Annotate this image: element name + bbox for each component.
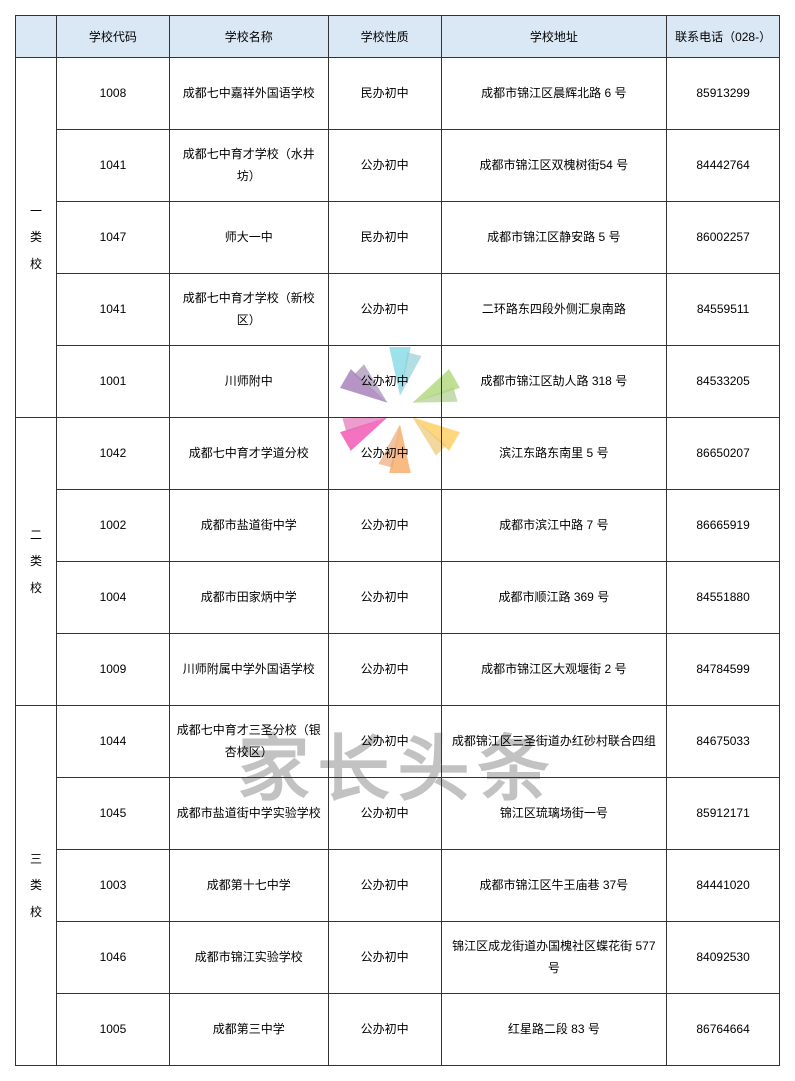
school-address: 红星路二段 83 号 bbox=[441, 994, 667, 1066]
table-row: 1005成都第三中学公办初中红星路二段 83 号86764664 bbox=[16, 994, 780, 1066]
category-cell: 三类校 bbox=[16, 706, 57, 1066]
table-row: 二类校1042成都七中育才学道分校公办初中滨江东路东南里 5 号86650207 bbox=[16, 418, 780, 490]
school-code: 1042 bbox=[57, 418, 170, 490]
school-name: 成都第十七中学 bbox=[169, 850, 328, 922]
school-phone: 86650207 bbox=[667, 418, 780, 490]
school-phone: 84675033 bbox=[667, 706, 780, 778]
school-address: 成都市滨江中路 7 号 bbox=[441, 490, 667, 562]
school-phone: 84442764 bbox=[667, 130, 780, 202]
school-name: 成都第三中学 bbox=[169, 994, 328, 1066]
school-name: 成都七中育才学校（新校区） bbox=[169, 274, 328, 346]
school-type: 公办初中 bbox=[328, 130, 441, 202]
category-label: 三类校 bbox=[20, 846, 52, 925]
school-address: 成都市锦江区劼人路 318 号 bbox=[441, 346, 667, 418]
school-address: 锦江区琉璃场街一号 bbox=[441, 778, 667, 850]
header-code: 学校代码 bbox=[57, 16, 170, 58]
school-code: 1041 bbox=[57, 274, 170, 346]
table-row: 1003成都第十七中学公办初中成都市锦江区牛王庙巷 37号84441020 bbox=[16, 850, 780, 922]
school-type: 公办初中 bbox=[328, 922, 441, 994]
school-name: 成都七中育才学校（水井坊） bbox=[169, 130, 328, 202]
school-name: 成都市盐道街中学实验学校 bbox=[169, 778, 328, 850]
category-cell: 一类校 bbox=[16, 58, 57, 418]
school-type: 公办初中 bbox=[328, 706, 441, 778]
school-type: 公办初中 bbox=[328, 346, 441, 418]
school-type: 公办初中 bbox=[328, 850, 441, 922]
school-code: 1008 bbox=[57, 58, 170, 130]
school-phone: 85912171 bbox=[667, 778, 780, 850]
table-row: 三类校1044成都七中育才三圣分校（银杏校区）公办初中成都锦江区三圣街道办红砂村… bbox=[16, 706, 780, 778]
school-name: 成都市盐道街中学 bbox=[169, 490, 328, 562]
header-category bbox=[16, 16, 57, 58]
school-address: 成都市锦江区大观堰街 2 号 bbox=[441, 634, 667, 706]
school-phone: 86665919 bbox=[667, 490, 780, 562]
table-header-row: 学校代码 学校名称 学校性质 学校地址 联系电话（028-） bbox=[16, 16, 780, 58]
school-name: 师大一中 bbox=[169, 202, 328, 274]
school-type: 民办初中 bbox=[328, 202, 441, 274]
school-phone: 86764664 bbox=[667, 994, 780, 1066]
school-address: 成都市锦江区晨辉北路 6 号 bbox=[441, 58, 667, 130]
schools-table: 学校代码 学校名称 学校性质 学校地址 联系电话（028-） 一类校1008成都… bbox=[15, 15, 780, 1066]
school-phone: 84533205 bbox=[667, 346, 780, 418]
school-code: 1044 bbox=[57, 706, 170, 778]
school-code: 1005 bbox=[57, 994, 170, 1066]
school-phone: 84092530 bbox=[667, 922, 780, 994]
school-code: 1046 bbox=[57, 922, 170, 994]
school-phone: 85913299 bbox=[667, 58, 780, 130]
school-code: 1002 bbox=[57, 490, 170, 562]
school-name: 川师附中 bbox=[169, 346, 328, 418]
table-row: 1002成都市盐道街中学公办初中成都市滨江中路 7 号86665919 bbox=[16, 490, 780, 562]
school-code: 1041 bbox=[57, 130, 170, 202]
school-type: 公办初中 bbox=[328, 274, 441, 346]
school-address: 成都市顺江路 369 号 bbox=[441, 562, 667, 634]
header-name: 学校名称 bbox=[169, 16, 328, 58]
school-name: 成都七中育才学道分校 bbox=[169, 418, 328, 490]
header-phone: 联系电话（028-） bbox=[667, 16, 780, 58]
school-code: 1009 bbox=[57, 634, 170, 706]
school-code: 1004 bbox=[57, 562, 170, 634]
school-code: 1047 bbox=[57, 202, 170, 274]
table-row: 1041成都七中育才学校（新校区）公办初中二环路东四段外侧汇泉南路8455951… bbox=[16, 274, 780, 346]
category-label: 一类校 bbox=[20, 198, 52, 277]
school-type: 公办初中 bbox=[328, 490, 441, 562]
school-address: 滨江东路东南里 5 号 bbox=[441, 418, 667, 490]
school-address: 成都市锦江区牛王庙巷 37号 bbox=[441, 850, 667, 922]
school-name: 成都七中嘉祥外国语学校 bbox=[169, 58, 328, 130]
school-phone: 84784599 bbox=[667, 634, 780, 706]
table-row: 1041成都七中育才学校（水井坊）公办初中成都市锦江区双槐树街54 号84442… bbox=[16, 130, 780, 202]
school-phone: 84441020 bbox=[667, 850, 780, 922]
category-cell: 二类校 bbox=[16, 418, 57, 706]
school-address: 锦江区成龙街道办国槐社区蝶花街 577 号 bbox=[441, 922, 667, 994]
school-type: 公办初中 bbox=[328, 562, 441, 634]
school-type: 公办初中 bbox=[328, 994, 441, 1066]
school-type: 公办初中 bbox=[328, 634, 441, 706]
table-row: 1001川师附中公办初中成都市锦江区劼人路 318 号84533205 bbox=[16, 346, 780, 418]
category-label: 二类校 bbox=[20, 522, 52, 601]
school-name: 成都七中育才三圣分校（银杏校区） bbox=[169, 706, 328, 778]
school-type: 公办初中 bbox=[328, 778, 441, 850]
header-address: 学校地址 bbox=[441, 16, 667, 58]
school-code: 1001 bbox=[57, 346, 170, 418]
school-type: 公办初中 bbox=[328, 418, 441, 490]
table-row: 1047师大一中民办初中成都市锦江区静安路 5 号86002257 bbox=[16, 202, 780, 274]
school-phone: 86002257 bbox=[667, 202, 780, 274]
school-address: 成都锦江区三圣街道办红砂村联合四组 bbox=[441, 706, 667, 778]
school-name: 川师附属中学外国语学校 bbox=[169, 634, 328, 706]
school-phone: 84551880 bbox=[667, 562, 780, 634]
header-type: 学校性质 bbox=[328, 16, 441, 58]
table-row: 1009川师附属中学外国语学校公办初中成都市锦江区大观堰街 2 号8478459… bbox=[16, 634, 780, 706]
table-row: 一类校1008成都七中嘉祥外国语学校民办初中成都市锦江区晨辉北路 6 号8591… bbox=[16, 58, 780, 130]
school-address: 二环路东四段外侧汇泉南路 bbox=[441, 274, 667, 346]
school-phone: 84559511 bbox=[667, 274, 780, 346]
school-address: 成都市锦江区静安路 5 号 bbox=[441, 202, 667, 274]
table-row: 1004成都市田家炳中学公办初中成都市顺江路 369 号84551880 bbox=[16, 562, 780, 634]
school-address: 成都市锦江区双槐树街54 号 bbox=[441, 130, 667, 202]
school-type: 民办初中 bbox=[328, 58, 441, 130]
school-code: 1003 bbox=[57, 850, 170, 922]
school-code: 1045 bbox=[57, 778, 170, 850]
table-row: 1046成都市锦江实验学校公办初中锦江区成龙街道办国槐社区蝶花街 577 号84… bbox=[16, 922, 780, 994]
school-name: 成都市锦江实验学校 bbox=[169, 922, 328, 994]
school-name: 成都市田家炳中学 bbox=[169, 562, 328, 634]
table-row: 1045成都市盐道街中学实验学校公办初中锦江区琉璃场街一号85912171 bbox=[16, 778, 780, 850]
